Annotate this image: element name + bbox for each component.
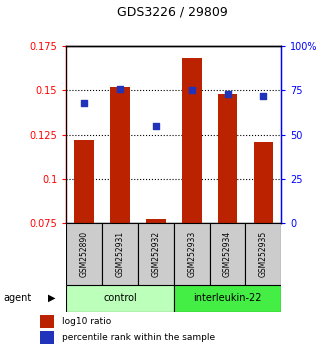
Bar — [254, 142, 273, 223]
Bar — [102, 223, 138, 285]
Text: GSM252932: GSM252932 — [151, 231, 160, 277]
Bar — [146, 219, 166, 223]
Text: interleukin-22: interleukin-22 — [193, 293, 262, 303]
Text: log10 ratio: log10 ratio — [62, 317, 112, 326]
Text: GDS3226 / 29809: GDS3226 / 29809 — [117, 5, 227, 18]
Bar — [40, 331, 54, 343]
Text: GSM252931: GSM252931 — [116, 231, 124, 277]
Text: GSM252934: GSM252934 — [223, 231, 232, 277]
Text: GSM252935: GSM252935 — [259, 231, 268, 277]
Bar — [74, 140, 94, 223]
Text: GSM252933: GSM252933 — [187, 231, 196, 277]
Point — [81, 100, 87, 105]
Point — [225, 91, 230, 97]
Bar — [110, 87, 130, 223]
Bar — [210, 223, 246, 285]
Bar — [138, 223, 174, 285]
Text: ▶: ▶ — [48, 293, 55, 303]
Bar — [182, 58, 202, 223]
Bar — [246, 223, 281, 285]
Point — [189, 87, 194, 93]
Bar — [218, 94, 237, 223]
Bar — [40, 315, 54, 328]
Bar — [174, 285, 281, 312]
Bar — [174, 223, 210, 285]
Bar — [66, 285, 174, 312]
Point — [117, 86, 122, 91]
Point — [153, 123, 159, 129]
Text: GSM252890: GSM252890 — [80, 231, 89, 277]
Text: percentile rank within the sample: percentile rank within the sample — [62, 333, 215, 342]
Bar — [66, 223, 102, 285]
Text: agent: agent — [3, 293, 31, 303]
Point — [261, 93, 266, 98]
Text: control: control — [103, 293, 137, 303]
